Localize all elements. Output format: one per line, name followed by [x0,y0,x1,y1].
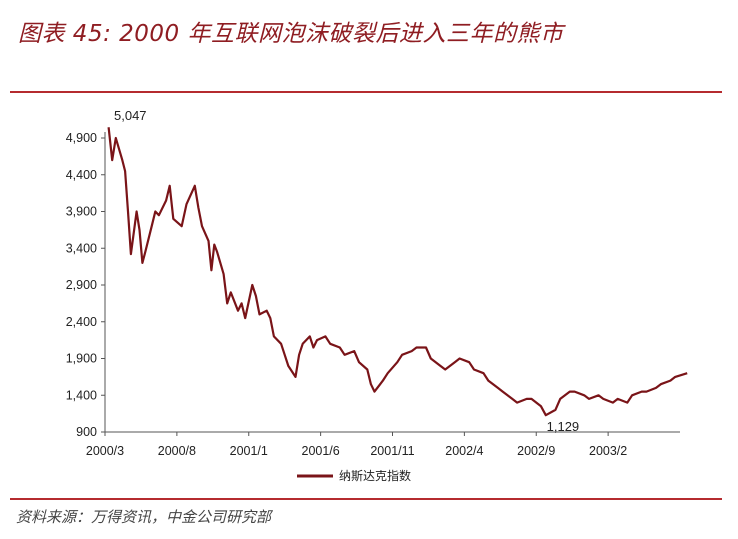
bottom-divider [10,498,722,500]
legend-label: 纳斯达克指数 [339,468,411,483]
series-line [107,127,688,417]
x-tick-label: 2001/1 [230,444,268,458]
x-tick-label: 2003/2 [589,444,627,458]
y-tick-label: 3,900 [66,205,97,219]
y-tick-label: 1,900 [66,352,97,366]
y-tick-label: 2,400 [66,315,97,329]
x-tick-label: 2000/3 [86,444,124,458]
source-note: 资料来源：万得资讯，中金公司研究部 [16,508,272,526]
x-tick-label: 2001/11 [370,444,414,458]
x-tick-label: 2002/9 [517,444,555,458]
y-tick-label: 2,900 [66,278,97,292]
x-axis-tick-labels: 2000/3 2000/8 2001/1 2001/6 2001/11 2002/4 200… [86,444,627,458]
peak-annotation: 5,047 [114,108,147,123]
x-tick-label: 2002/4 [445,444,483,458]
y-tick-label: 3,400 [66,241,97,255]
y-tick-label: 1,400 [66,388,97,402]
trough-annotation: 1,129 [547,419,580,434]
x-tick-label: 2001/6 [302,444,340,458]
chart-legend: 纳斯达克指数 [297,468,411,483]
chart-title: 图表 45: 2000 年互联网泡沫破裂后进入三年的熊市 [18,21,564,47]
chart-axes [101,132,680,436]
y-tick-label: 4,400 [66,168,97,182]
top-divider [10,91,722,93]
y-tick-label: 900 [76,425,97,439]
y-axis-tick-labels: 4,900 4,400 3,900 3,400 2,900 2,400 1,900 1,400… [66,131,97,439]
y-tick-label: 4,900 [66,131,97,145]
x-tick-label: 2000/8 [158,444,196,458]
series-group [107,127,688,417]
annotations: 5,047 1,129 [114,108,579,434]
